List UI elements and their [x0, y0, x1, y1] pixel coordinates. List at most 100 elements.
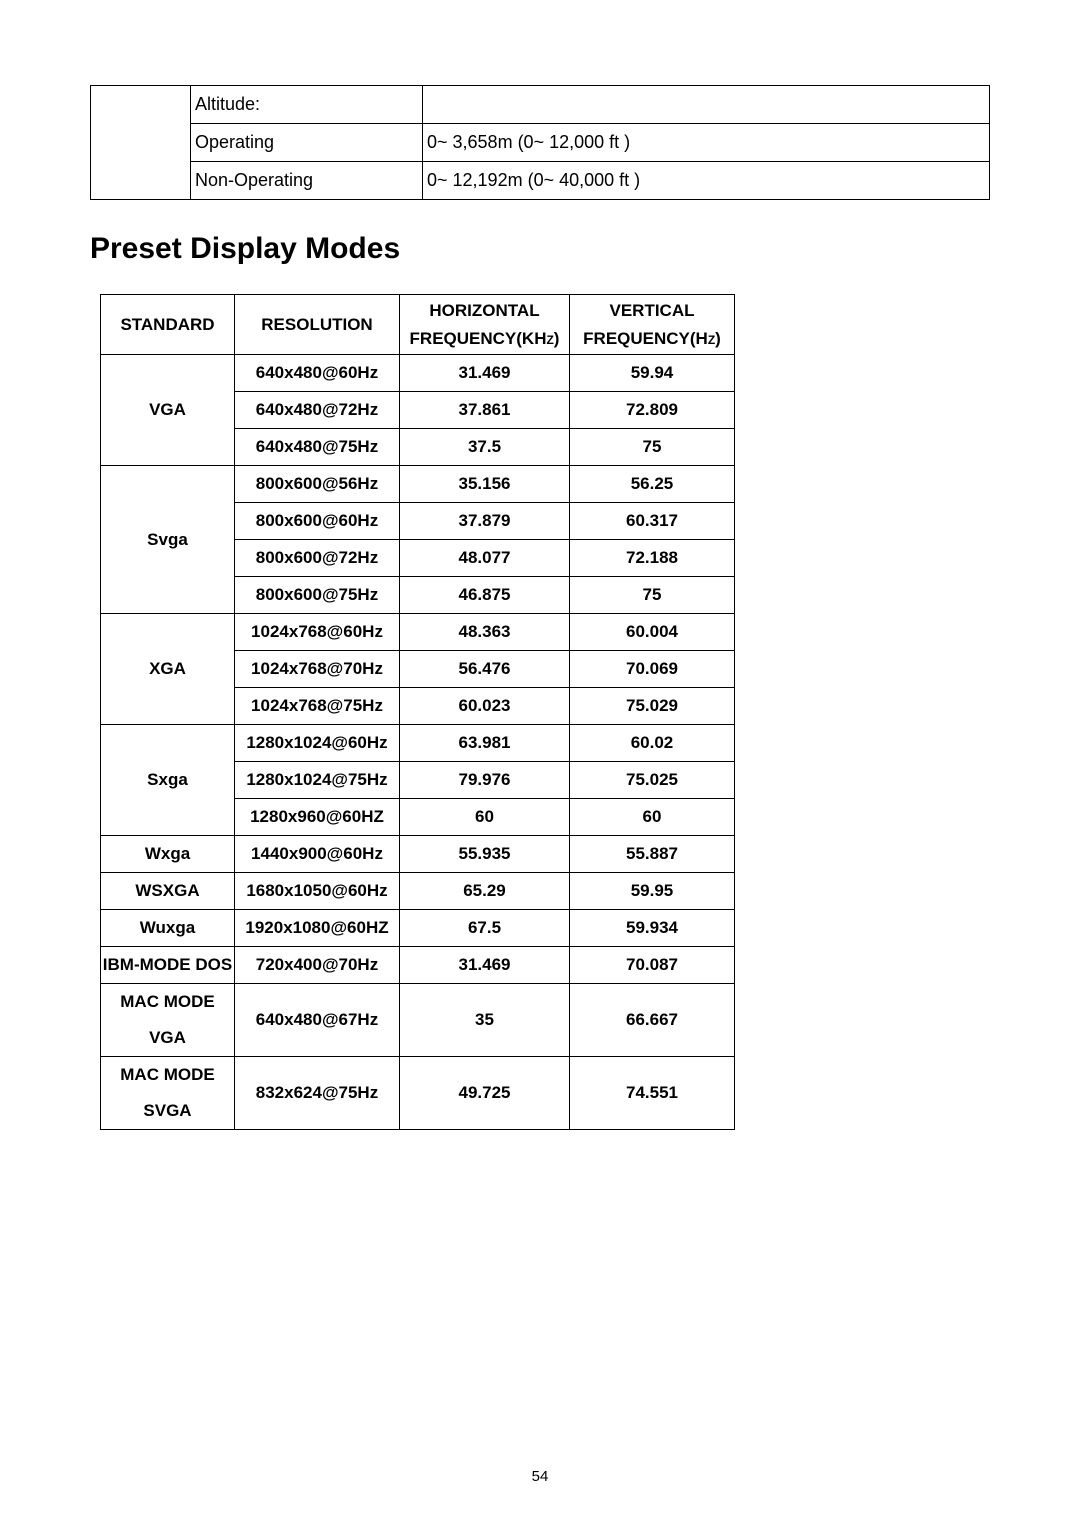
vfreq-cell: 72.809	[570, 392, 735, 429]
modes-row: WSXGA1680x1050@60Hz65.2959.95	[101, 873, 735, 910]
page: Altitude:Operating0~ 3,658m (0~ 12,000 f…	[0, 0, 1080, 1527]
resolution-cell: 1680x1050@60Hz	[235, 873, 400, 910]
hfreq-cell: 55.935	[400, 836, 570, 873]
standard-cell: XGA	[101, 614, 235, 725]
hfreq-cell: 46.875	[400, 577, 570, 614]
resolution-cell: 832x624@75Hz	[235, 1057, 400, 1130]
header-vertical: VERTICAL FREQUENCY(Hz)	[570, 295, 735, 355]
resolution-cell: 800x600@75Hz	[235, 577, 400, 614]
standard-cell: VGA	[101, 355, 235, 466]
page-number: 54	[0, 1468, 1080, 1485]
vfreq-cell: 59.94	[570, 355, 735, 392]
resolution-cell: 1280x1024@60Hz	[235, 725, 400, 762]
modes-row: MAC MODE VGA640x480@67Hz3566.667	[101, 984, 735, 1057]
header-resolution: RESOLUTION	[235, 295, 400, 355]
hfreq-cell: 65.29	[400, 873, 570, 910]
hfreq-cell: 60.023	[400, 688, 570, 725]
vfreq-cell: 70.087	[570, 947, 735, 984]
resolution-cell: 1440x900@60Hz	[235, 836, 400, 873]
altitude-value: 0~ 12,192m (0~ 40,000 ft )	[423, 162, 990, 200]
vfreq-cell: 59.934	[570, 910, 735, 947]
resolution-cell: 1024x768@75Hz	[235, 688, 400, 725]
altitude-table: Altitude:Operating0~ 3,658m (0~ 12,000 f…	[90, 85, 990, 200]
vfreq-cell: 56.25	[570, 466, 735, 503]
vfreq-cell: 60.02	[570, 725, 735, 762]
resolution-cell: 1280x960@60HZ	[235, 799, 400, 836]
modes-row: XGA1024x768@60Hz48.36360.004	[101, 614, 735, 651]
resolution-cell: 1024x768@60Hz	[235, 614, 400, 651]
resolution-cell: 1920x1080@60HZ	[235, 910, 400, 947]
vfreq-cell: 60.004	[570, 614, 735, 651]
standard-cell: MAC MODE SVGA	[101, 1057, 235, 1130]
vfreq-cell: 60.317	[570, 503, 735, 540]
standard-cell: Wxga	[101, 836, 235, 873]
altitude-row: Non-Operating0~ 12,192m (0~ 40,000 ft )	[91, 162, 990, 200]
hfreq-cell: 56.476	[400, 651, 570, 688]
vfreq-cell: 75	[570, 429, 735, 466]
section-heading: Preset Display Modes	[90, 232, 990, 266]
hfreq-cell: 63.981	[400, 725, 570, 762]
standard-cell: MAC MODE VGA	[101, 984, 235, 1057]
vfreq-cell: 70.069	[570, 651, 735, 688]
resolution-cell: 800x600@60Hz	[235, 503, 400, 540]
header-horizontal-l2: FREQUENCY(KHz)	[410, 329, 560, 348]
header-vertical-l1: VERTICAL	[610, 301, 695, 320]
vfreq-cell: 75.025	[570, 762, 735, 799]
altitude-row: Altitude:	[91, 86, 990, 124]
altitude-value	[423, 86, 990, 124]
modes-table: STANDARD RESOLUTION HORIZONTAL FREQUENCY…	[100, 294, 735, 1130]
modes-row: Sxga1280x1024@60Hz63.98160.02	[101, 725, 735, 762]
resolution-cell: 640x480@60Hz	[235, 355, 400, 392]
vfreq-cell: 66.667	[570, 984, 735, 1057]
vfreq-cell: 75	[570, 577, 735, 614]
header-horizontal-l1: HORIZONTAL	[429, 301, 539, 320]
header-horizontal: HORIZONTAL FREQUENCY(KHz)	[400, 295, 570, 355]
resolution-cell: 800x600@56Hz	[235, 466, 400, 503]
standard-cell: Wuxga	[101, 910, 235, 947]
standard-cell: IBM-MODE DOS	[101, 947, 235, 984]
resolution-cell: 640x480@75Hz	[235, 429, 400, 466]
hfreq-cell: 48.077	[400, 540, 570, 577]
resolution-cell: 640x480@72Hz	[235, 392, 400, 429]
hfreq-cell: 35	[400, 984, 570, 1057]
resolution-cell: 1024x768@70Hz	[235, 651, 400, 688]
modes-header-row: STANDARD RESOLUTION HORIZONTAL FREQUENCY…	[101, 295, 735, 355]
modes-row: Wuxga1920x1080@60HZ67.559.934	[101, 910, 735, 947]
vfreq-cell: 72.188	[570, 540, 735, 577]
hfreq-cell: 60	[400, 799, 570, 836]
resolution-cell: 800x600@72Hz	[235, 540, 400, 577]
hfreq-cell: 37.879	[400, 503, 570, 540]
altitude-blank-cell	[91, 86, 191, 200]
hfreq-cell: 35.156	[400, 466, 570, 503]
modes-table-wrapper: STANDARD RESOLUTION HORIZONTAL FREQUENCY…	[90, 294, 990, 1130]
vfreq-cell: 55.887	[570, 836, 735, 873]
hfreq-cell: 48.363	[400, 614, 570, 651]
standard-cell: Svga	[101, 466, 235, 614]
hfreq-cell: 31.469	[400, 947, 570, 984]
vfreq-cell: 60	[570, 799, 735, 836]
modes-table-body: VGA640x480@60Hz31.46959.94640x480@72Hz37…	[101, 355, 735, 1130]
hfreq-cell: 49.725	[400, 1057, 570, 1130]
altitude-label: Non-Operating	[191, 162, 423, 200]
hfreq-cell: 37.861	[400, 392, 570, 429]
modes-row: Svga800x600@56Hz35.15656.25	[101, 466, 735, 503]
vfreq-cell: 75.029	[570, 688, 735, 725]
resolution-cell: 640x480@67Hz	[235, 984, 400, 1057]
hfreq-cell: 67.5	[400, 910, 570, 947]
header-standard: STANDARD	[101, 295, 235, 355]
altitude-label: Operating	[191, 124, 423, 162]
standard-cell: WSXGA	[101, 873, 235, 910]
hfreq-cell: 37.5	[400, 429, 570, 466]
resolution-cell: 720x400@70Hz	[235, 947, 400, 984]
resolution-cell: 1280x1024@75Hz	[235, 762, 400, 799]
altitude-label: Altitude:	[191, 86, 423, 124]
hfreq-cell: 79.976	[400, 762, 570, 799]
altitude-row: Operating0~ 3,658m (0~ 12,000 ft )	[91, 124, 990, 162]
altitude-table-body: Altitude:Operating0~ 3,658m (0~ 12,000 f…	[91, 86, 990, 200]
standard-cell: Sxga	[101, 725, 235, 836]
modes-row: IBM-MODE DOS720x400@70Hz31.46970.087	[101, 947, 735, 984]
modes-row: MAC MODE SVGA832x624@75Hz49.72574.551	[101, 1057, 735, 1130]
modes-row: VGA640x480@60Hz31.46959.94	[101, 355, 735, 392]
hfreq-cell: 31.469	[400, 355, 570, 392]
modes-row: Wxga1440x900@60Hz55.93555.887	[101, 836, 735, 873]
